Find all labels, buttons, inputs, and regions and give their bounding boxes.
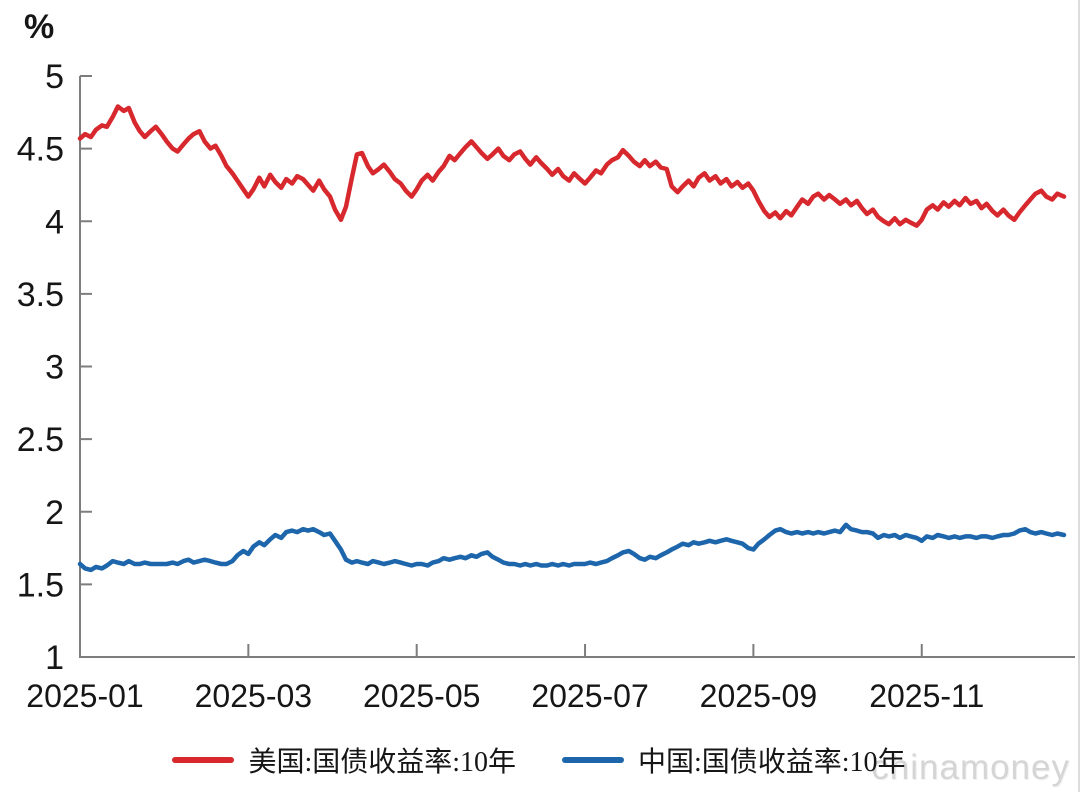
legend-label-china: 中国:国债收益率:10年 (638, 747, 906, 778)
y-tick-label: 4 (45, 203, 64, 241)
legend-item-us: 美国:国债收益率:10年 (172, 740, 516, 780)
x-tick-label: 2025-01 (26, 678, 143, 714)
watermark: chinamoney (871, 748, 1070, 787)
y-tick-label: 5 (45, 58, 64, 96)
china-10y-yield-line (77, 522, 1067, 573)
x-tick-label: 2025-07 (531, 678, 648, 714)
y-tick-label: 1.5 (17, 566, 64, 604)
y-tick-label: 2.5 (17, 421, 64, 459)
x-tick-label: 2025-03 (195, 678, 312, 714)
axis-spines (79, 76, 1075, 658)
x-tick-label: 2025-11 (869, 678, 984, 714)
y-tick-label: 1 (45, 639, 64, 677)
us-10y-yield-line (77, 104, 1067, 228)
legend-label-us: 美国:国债收益率:10年 (248, 747, 516, 778)
legend: 美国:国债收益率:10年 中国:国债收益率:10年 (0, 736, 1078, 784)
y-axis-unit-label: % (24, 8, 55, 46)
legend-item-china: 中国:国债收益率:10年 (562, 740, 906, 780)
us-line-swatch (172, 757, 235, 763)
y-tick-label: 2 (45, 494, 64, 532)
y-tick-label: 3.5 (17, 276, 64, 314)
y-tick-label: 3 (45, 349, 64, 387)
x-tick-label: 2025-09 (700, 678, 817, 714)
y-tick-label: 4.5 (17, 131, 64, 169)
china-line-swatch (562, 757, 624, 763)
x-tick-label: 2025-05 (363, 678, 480, 714)
